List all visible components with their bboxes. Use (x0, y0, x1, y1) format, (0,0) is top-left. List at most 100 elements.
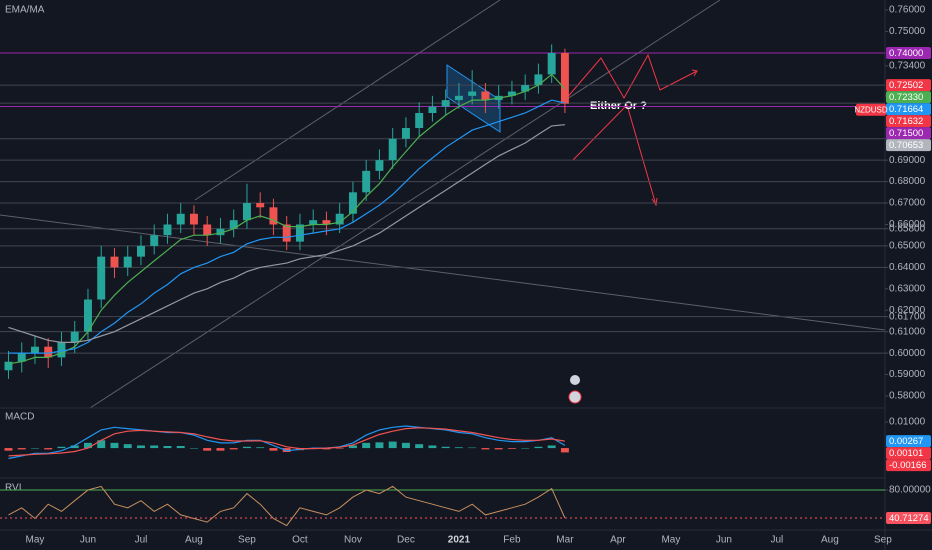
x-tick-label: Sep (874, 535, 892, 546)
price-label-box (886, 447, 931, 460)
candle-body (229, 220, 238, 229)
price-label-box (886, 103, 931, 116)
candle-body (176, 213, 185, 225)
histogram-bar (44, 448, 53, 450)
candle-body (123, 256, 132, 268)
histogram-bar (507, 448, 516, 449)
candle-body (441, 100, 450, 107)
candle-body (468, 91, 477, 96)
price-label-box (886, 512, 931, 525)
y-tick-label: 0.60000 (889, 348, 926, 359)
trend-line (0, 214, 886, 331)
price-label-box (886, 91, 931, 104)
y-tick-label: 0.63000 (889, 283, 926, 294)
price-label: 0.72502 (889, 80, 923, 91)
candle-body (31, 346, 39, 354)
candle-body (362, 170, 371, 193)
event-icon (568, 390, 582, 404)
histogram-bar (335, 448, 344, 449)
candle-body (163, 224, 172, 236)
candle-body (97, 256, 106, 300)
y-tick-label: 0.69000 (889, 155, 926, 166)
histogram-bar (560, 448, 569, 453)
candle-body (110, 256, 119, 268)
histogram-bar (189, 448, 198, 449)
x-tick-label: May (26, 535, 45, 546)
x-tick-label: Oct (292, 535, 308, 546)
candle-body (44, 346, 53, 358)
y-tick-label: 0.68000 (889, 176, 926, 187)
histogram-bar (547, 445, 556, 449)
candle-body (560, 52, 569, 104)
candle-body (507, 91, 516, 96)
arrow-head (691, 69, 698, 77)
histogram-bar (17, 448, 26, 450)
price-label-box (886, 127, 931, 140)
candle-body (216, 228, 225, 236)
candle-body (282, 224, 291, 242)
histogram-bar (428, 445, 437, 449)
y-tick-label: 0.66000 (889, 219, 926, 230)
candle-body (481, 91, 490, 101)
price-label-box (886, 79, 931, 92)
panel-title: RVI (5, 483, 22, 494)
histogram-bar (123, 444, 132, 449)
y-tick-label: 0.65000 (889, 241, 926, 252)
candle-body (269, 207, 278, 225)
candle-body (17, 353, 26, 362)
x-tick-label: Nov (344, 535, 362, 546)
histogram-bar (31, 448, 39, 449)
price-label: 40.71274 (889, 513, 929, 524)
price-label: 0.74000 (889, 48, 923, 59)
histogram-bar (97, 440, 106, 449)
panel-title: EMA/MA (5, 5, 45, 16)
candle-body (348, 192, 357, 214)
histogram-bar (415, 444, 424, 449)
annotation: Either Or ? (590, 100, 647, 112)
arrow-head (651, 197, 658, 207)
y-tick-label: 0.65800 (889, 223, 926, 234)
candle-body (428, 106, 437, 113)
histogram-bar (176, 445, 185, 449)
price-label: 0.72330 (889, 92, 923, 103)
candle-body (295, 224, 304, 242)
price-label: -0.00166 (889, 460, 927, 471)
y-tick-label: 0.01000 (889, 417, 926, 428)
ma-line (8, 124, 565, 343)
macd-line (8, 425, 566, 460)
candle-body (401, 127, 410, 139)
histogram-bar (348, 445, 357, 449)
candle-body (454, 95, 463, 101)
event-icon (570, 375, 580, 385)
candle-body (83, 299, 92, 332)
histogram-bar (4, 448, 13, 451)
histogram-bar (401, 442, 410, 449)
histogram-bar (150, 445, 159, 449)
histogram-bar (282, 448, 291, 452)
histogram-bar (70, 445, 79, 449)
scenario-up (564, 53, 698, 101)
y-tick-label: 0.73400 (889, 60, 926, 71)
x-tick-label: Sep (238, 535, 256, 546)
price-label: 0.71664 (889, 104, 923, 115)
candle-body (136, 245, 145, 257)
panel-title: MACD (5, 412, 34, 423)
candle-body (189, 213, 198, 225)
price-label-box (886, 435, 931, 448)
candle-body (57, 342, 66, 358)
histogram-bar (110, 442, 119, 449)
macd-line (8, 427, 565, 457)
x-tick-label: Aug (185, 535, 203, 546)
histogram-bar (203, 448, 212, 451)
y-tick-label: 0.76000 (889, 5, 926, 16)
y-tick-label: 80.00000 (889, 485, 931, 496)
candle-body (547, 52, 556, 75)
histogram-bar (494, 448, 503, 450)
ma-line (8, 99, 566, 354)
price-label: 0.70653 (889, 140, 923, 151)
x-tick-label: Jul (135, 535, 148, 546)
x-tick-label: Jun (80, 535, 96, 546)
candle-body (4, 361, 13, 371)
x-tick-label: Mar (556, 535, 574, 546)
